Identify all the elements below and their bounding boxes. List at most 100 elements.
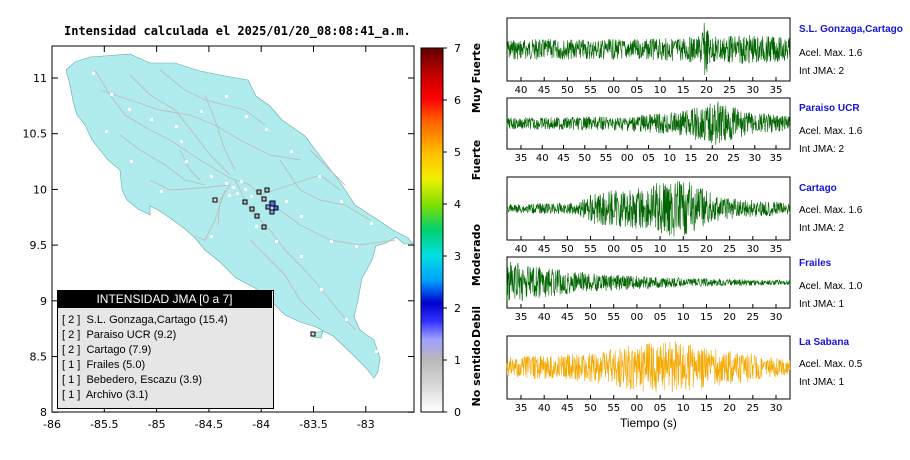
seismogram-tick-label: 25 xyxy=(727,153,740,164)
seismogram-tick-label: 45 xyxy=(538,244,551,255)
colorbar-ticks: 0 1 2 3 4 5 6 7 xyxy=(443,42,461,419)
colorbar-gradient xyxy=(420,47,444,413)
seismogram-tick-label: 00 xyxy=(631,312,644,323)
seismogram-tick-label: 15 xyxy=(677,244,690,255)
station-name: Paraiso UCR xyxy=(799,103,860,114)
seismogram-tick-label: 50 xyxy=(584,403,597,414)
station-name: La Sabana xyxy=(799,337,850,348)
station-square xyxy=(242,199,248,205)
seismogram-tick-label: 30 xyxy=(746,244,759,255)
seismogram-tick-label: 15 xyxy=(685,153,698,164)
map-y-tick-label: 8.5 xyxy=(30,351,48,364)
map-x-tick-label: -83 xyxy=(357,418,375,431)
seismogram-tick-label: 35 xyxy=(515,312,528,323)
seismogram-tick-label: 00 xyxy=(607,244,620,255)
colorbar-tick-label: 7 xyxy=(454,42,461,55)
colorbar-tick-label: 0 xyxy=(454,406,461,419)
seismogram-tick-label: 05 xyxy=(642,153,655,164)
seismogram-trace xyxy=(506,101,791,145)
colorbar-tick-label: 3 xyxy=(454,250,461,263)
seismogram-tick-label: 50 xyxy=(561,85,574,96)
station-square xyxy=(261,224,267,230)
map-y-tick-label: 10.5 xyxy=(23,128,48,141)
legend-item: [ 2 ] S.L. Gonzaga,Cartago (15.4) xyxy=(62,314,228,326)
station-jma: Int JMA: 1 xyxy=(799,299,845,310)
colorbar-tick-label: 4 xyxy=(454,198,461,211)
seismogram-tick-label: 30 xyxy=(770,403,783,414)
map-y-axis: 11 10.5 10 9.5 9 8.5 8 xyxy=(23,72,414,419)
station-square xyxy=(264,187,270,193)
seismogram-tick-label: 20 xyxy=(700,85,713,96)
seismogram-panels: 40 45 50 55 00 05 10 15 20 25 30 35 35 40 45 50 55 00 05 10… xyxy=(506,17,791,414)
seismogram-tick-label: 30 xyxy=(748,153,761,164)
map-x-tick-label: -83.5 xyxy=(299,418,327,431)
station-square xyxy=(310,331,316,337)
station-square xyxy=(212,197,218,203)
seismogram-trace xyxy=(506,341,791,393)
map-y-tick-label: 9 xyxy=(40,295,47,308)
seismogram-tick-label: 40 xyxy=(538,312,551,323)
seismogram-tick-label: 35 xyxy=(770,85,783,96)
station-accel: Acel. Max. 1.6 xyxy=(799,205,863,216)
seismogram-tick-label: 35 xyxy=(770,244,783,255)
station-accel: Acel. Max. 1.6 xyxy=(799,48,863,59)
time-axis-label: Tiempo (s) xyxy=(620,416,677,430)
seismogram-tick-label: 55 xyxy=(607,312,620,323)
map-x-tick-label: -86 xyxy=(43,418,61,431)
station-jma: Int JMA: 2 xyxy=(799,66,845,77)
colorbar-tick-label: 1 xyxy=(454,354,461,367)
seismogram-tick-label: 10 xyxy=(677,403,690,414)
seismogram-tick-label: 00 xyxy=(607,85,620,96)
seismogram-trace xyxy=(506,22,791,75)
seismogram-tick-label: 05 xyxy=(654,403,667,414)
colorbar-tick-label: 6 xyxy=(454,94,461,107)
legend-box xyxy=(57,290,274,409)
station-square xyxy=(256,189,262,195)
station-name: Cartago xyxy=(799,183,837,194)
seismogram-tick-label: 30 xyxy=(770,312,783,323)
seismogram-tick-label: 45 xyxy=(561,403,574,414)
seismogram-tick-label: 10 xyxy=(663,153,676,164)
legend-title: INTENSIDAD JMA [0 a 7] xyxy=(57,290,272,308)
city-dots xyxy=(92,72,378,407)
seismogram-tick-label: 05 xyxy=(631,244,644,255)
seismogram-tick-label: 10 xyxy=(677,312,690,323)
seismogram-trace xyxy=(506,261,791,302)
station-accel: Acel. Max. 1.0 xyxy=(799,281,863,292)
costa-rica-land xyxy=(65,53,414,379)
seismogram-tick-label: 25 xyxy=(746,403,759,414)
map-x-axis: -86 -85.5 -85 -84.5 -84 -83.5 -83 xyxy=(43,46,375,431)
seismogram-tick-label: 10 xyxy=(654,85,667,96)
station-name: Frailes xyxy=(799,258,832,269)
seismogram-trace xyxy=(506,181,791,237)
seismogram-tick-label: 40 xyxy=(515,244,528,255)
seismogram-tick-label: 40 xyxy=(538,403,551,414)
seismogram-tick-label: 10 xyxy=(654,244,667,255)
seismogram-tick-label: 35 xyxy=(515,153,528,164)
legend-item: [ 1 ] Bebedero, Escazu (3.9) xyxy=(62,374,203,386)
seismogram-tick-label: 20 xyxy=(700,244,713,255)
seismogram-tick-label: 55 xyxy=(584,244,597,255)
station-jma: Int JMA: 2 xyxy=(799,223,845,234)
map-y-tick-label: 9.5 xyxy=(30,239,48,252)
seismogram-tick-label: 00 xyxy=(621,153,634,164)
station-square xyxy=(249,206,255,212)
seismogram-tick-label: 15 xyxy=(677,85,690,96)
map-x-tick-label: -85 xyxy=(148,418,166,431)
seismogram-tick-label: 35 xyxy=(770,153,783,164)
seismogram-tick-label: 25 xyxy=(723,244,736,255)
station-square xyxy=(265,204,271,210)
map-y-tick-label: 11 xyxy=(33,72,47,85)
colorbar-level-label: Moderado xyxy=(470,224,483,287)
colorbar-level-label: No sentido xyxy=(470,339,483,406)
seismogram-tick-label: 15 xyxy=(700,403,713,414)
colorbar-tick-label: 2 xyxy=(454,302,461,315)
seismogram-tick-label: 45 xyxy=(538,85,551,96)
station-name: S.L. Gonzaga,Cartago xyxy=(799,24,903,35)
map-y-tick-label: 8 xyxy=(40,406,47,419)
map-y-tick-label: 10 xyxy=(33,183,47,196)
station-accel: Acel. Max. 0.5 xyxy=(799,359,863,370)
seismogram-tick-label: 40 xyxy=(536,153,549,164)
road-network xyxy=(94,69,396,331)
